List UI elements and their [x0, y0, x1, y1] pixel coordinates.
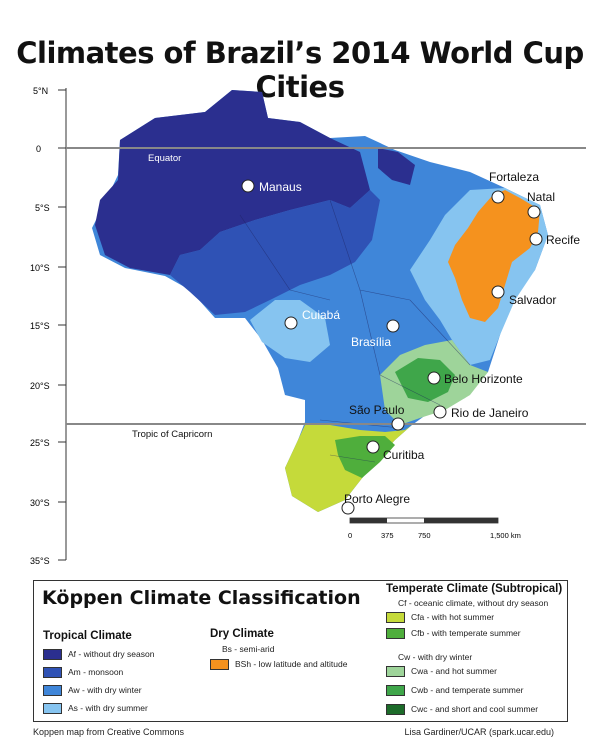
legend-label: Af - without dry season [68, 649, 154, 659]
lat-label: 30°S [30, 498, 50, 508]
legend-title: Köppen Climate Classification [42, 587, 361, 609]
scale-label: 750 [418, 531, 431, 540]
legend-label: As - with dry summer [68, 703, 148, 713]
legend-item-as: As - with dry summer [43, 702, 148, 714]
lat-label: 20°S [30, 381, 50, 391]
lat-label: 15°S [30, 321, 50, 331]
tropic-label: Tropic of Capricorn [132, 429, 212, 440]
city-label: Curitiba [383, 448, 425, 462]
climate-legend: Köppen Climate Classification Tropical C… [33, 580, 568, 722]
legend-swatch [386, 704, 405, 715]
legend-label: Aw - with dry winter [68, 685, 142, 695]
dry-climate-title: Dry Climate [210, 628, 274, 640]
city-marker [528, 206, 540, 218]
city-label: Porto Alegre [344, 492, 410, 506]
cw-subtitle: Cw - with dry winter [398, 652, 472, 662]
city-label: Salvador [509, 293, 556, 307]
legend-label: Cwc - and short and cool summer [411, 704, 538, 714]
city-label: Manaus [259, 180, 302, 194]
lat-label: 35°S [30, 556, 50, 566]
city-label: Brasília [351, 335, 391, 349]
city-marker [387, 320, 399, 332]
legend-swatch [210, 659, 229, 670]
legend-label: Am - monsoon [68, 667, 123, 677]
tropical-climate-title: Tropical Climate [43, 630, 132, 642]
scale-label: 1,500 km [490, 531, 521, 540]
lat-label: 10°S [30, 263, 50, 273]
legend-swatch [386, 612, 405, 623]
legend-item-af: Af - without dry season [43, 648, 154, 660]
bs-subtitle: Bs - semi-arid [222, 644, 274, 654]
latitude-axis: 5°N 0 5°S 10°S 15°S 20°S 25°S 30°S 35°S [30, 86, 66, 566]
scale-bar: 0 375 750 1,500 km [348, 518, 521, 540]
city-marker [285, 317, 297, 329]
brazil-climate-map: 5°N 0 5°S 10°S 15°S 20°S 25°S 30°S 35°S [0, 78, 600, 580]
city-marker [242, 180, 254, 192]
legend-label: Cwa - and hot summer [411, 666, 497, 676]
city-marker [428, 372, 440, 384]
legend-swatch [43, 649, 62, 660]
cf-subtitle: Cf - oceanic climate, without dry season [398, 598, 548, 608]
city-marker [434, 406, 446, 418]
city-label: Belo Horizonte [444, 372, 523, 386]
city-label: Recife [546, 233, 580, 247]
legend-item-aw: Aw - with dry winter [43, 684, 142, 696]
legend-item-cwa: Cwa - and hot summer [386, 665, 497, 677]
legend-label: Cwb - and temperate summer [411, 685, 523, 695]
legend-item-am: Am - monsoon [43, 666, 123, 678]
city-label: Natal [527, 190, 555, 204]
legend-label: Cfb - with temperate summer [411, 628, 521, 638]
lat-label: 5°S [35, 203, 50, 213]
lat-label: 25°S [30, 438, 50, 448]
footer-credit-right: Lisa Gardiner/UCAR (spark.ucar.edu) [404, 727, 554, 737]
footer-credit-left: Koppen map from Creative Commons [33, 727, 184, 737]
legend-swatch [386, 666, 405, 677]
legend-item-cfa: Cfa - with hot summer [386, 611, 494, 623]
legend-label: BSh - low latitude and altitude [235, 659, 347, 669]
city-label: Rio de Janeiro [451, 406, 529, 420]
city-marker [530, 233, 542, 245]
legend-item-cfb: Cfb - with temperate summer [386, 627, 521, 639]
city-marker [492, 286, 504, 298]
city-label: Fortaleza [489, 170, 539, 184]
legend-swatch [386, 685, 405, 696]
legend-item-bsh: BSh - low latitude and altitude [210, 658, 347, 670]
scale-label: 375 [381, 531, 394, 540]
legend-swatch [386, 628, 405, 639]
legend-swatch [43, 703, 62, 714]
equator-label: Equator [148, 153, 181, 164]
scale-label: 0 [348, 531, 352, 540]
legend-item-cwc: Cwc - and short and cool summer [386, 703, 538, 715]
legend-swatch [43, 685, 62, 696]
lat-label: 5°N [33, 86, 48, 96]
city-marker [392, 418, 404, 430]
city-label: São Paulo [349, 403, 405, 417]
city-marker [367, 441, 379, 453]
city-marker [492, 191, 504, 203]
legend-label: Cfa - with hot summer [411, 612, 494, 622]
legend-item-cwb: Cwb - and temperate summer [386, 684, 523, 696]
city-label: Cuiabá [302, 308, 340, 322]
temperate-climate-title: Temperate Climate (Subtropical) [386, 583, 562, 595]
lat-label: 0 [36, 144, 41, 154]
legend-swatch [43, 667, 62, 678]
